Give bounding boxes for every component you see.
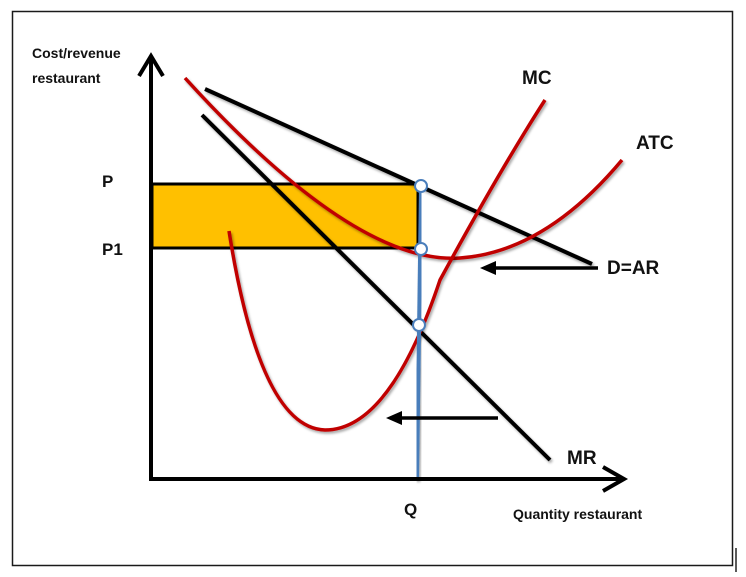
price-label-p: P <box>102 172 113 191</box>
dar-curve-label: D=AR <box>607 258 660 279</box>
quantity-line <box>415 185 423 481</box>
point-mc-mr <box>412 318 426 332</box>
point-atc-q <box>414 242 428 256</box>
atc-curve-label: ATC <box>636 133 674 154</box>
x-axis-label: Quantity restaurant <box>513 506 642 522</box>
mc-curve-label: MC <box>522 68 552 89</box>
mc-curve <box>227 99 547 432</box>
mr-curve-label: MR <box>567 448 597 469</box>
point-demand-q <box>414 179 428 193</box>
y-axis-arrowhead <box>137 52 165 78</box>
demand-ar-line <box>204 87 593 266</box>
y-axis-label-line1: Cost/revenue <box>32 45 121 61</box>
frame-border <box>11 10 734 567</box>
quantity-label-q: Q <box>404 500 417 519</box>
atc-curve <box>183 76 624 260</box>
mr-line <box>200 113 552 462</box>
price-label-p1: P1 <box>102 240 123 259</box>
x-axis-arrowhead <box>602 465 629 493</box>
y-axis-label-line2: restaurant <box>32 70 101 86</box>
shift-arrowhead <box>386 411 402 425</box>
dar-pointer-arrowhead <box>480 261 496 275</box>
